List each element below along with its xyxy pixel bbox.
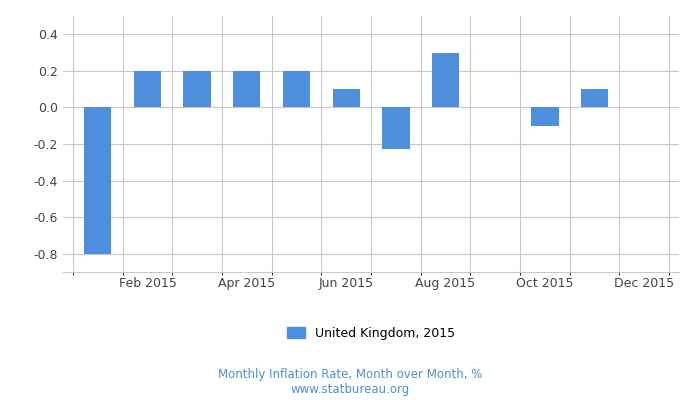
Bar (531, 108, 559, 126)
Bar (283, 71, 310, 108)
Legend: United Kingdom, 2015: United Kingdom, 2015 (281, 322, 461, 345)
Bar (432, 52, 459, 108)
Bar (332, 89, 360, 108)
Bar (382, 108, 410, 150)
Bar (134, 71, 161, 108)
Text: www.statbureau.org: www.statbureau.org (290, 383, 410, 396)
Text: Monthly Inflation Rate, Month over Month, %: Monthly Inflation Rate, Month over Month… (218, 368, 482, 381)
Bar (183, 71, 211, 108)
Bar (84, 108, 111, 254)
Bar (581, 89, 608, 108)
Bar (233, 71, 260, 108)
